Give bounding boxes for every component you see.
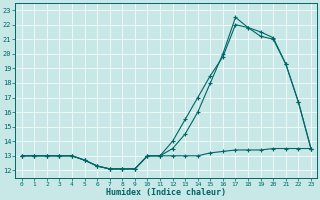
X-axis label: Humidex (Indice chaleur): Humidex (Indice chaleur) xyxy=(106,188,226,197)
